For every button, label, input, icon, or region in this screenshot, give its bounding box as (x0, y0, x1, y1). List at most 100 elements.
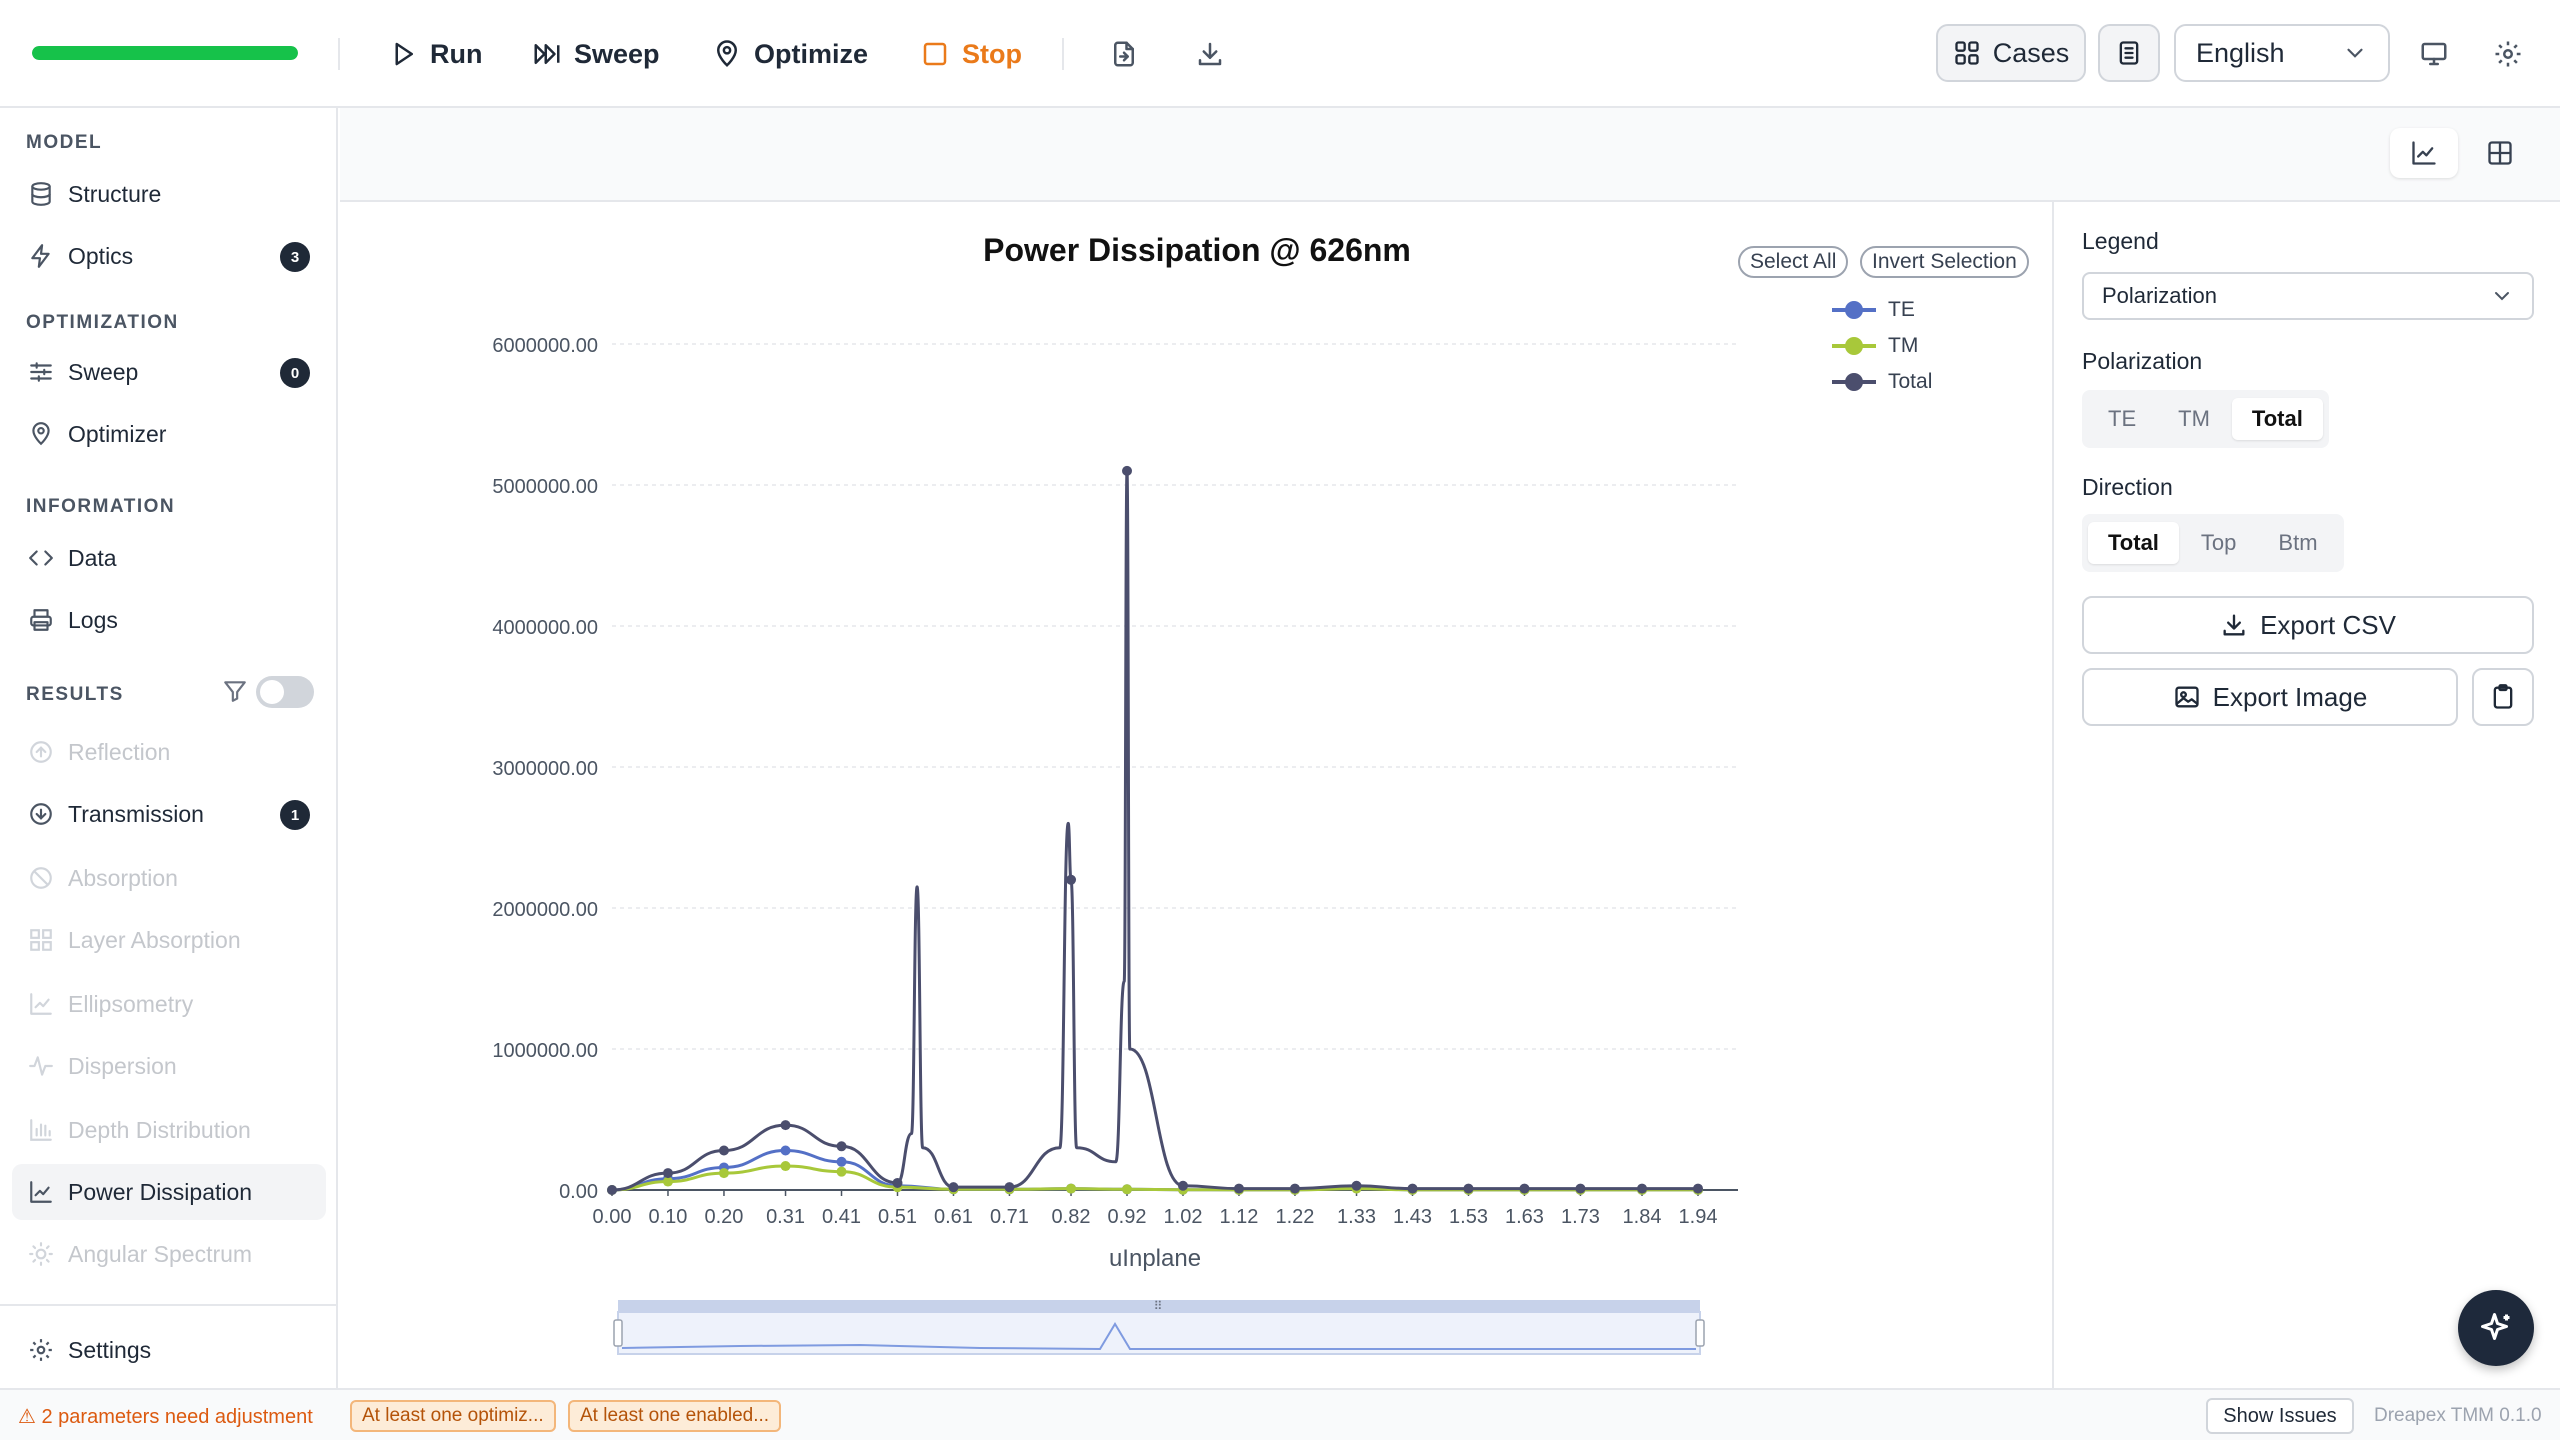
section-results: RESULTS (26, 684, 124, 705)
bar-chart-icon (30, 1119, 52, 1141)
app-version: Dreapex TMM 0.1.0 (2374, 1405, 2542, 1426)
issue-chip[interactable]: At least one enabled... (568, 1400, 782, 1432)
export-csv-button[interactable]: Export CSV (2082, 596, 2534, 654)
y-tick-label: 0.00 (559, 1181, 598, 1203)
x-tick-label: 1.33 (1337, 1206, 1376, 1228)
sidebar-item-absorption[interactable]: Absorption (12, 850, 326, 906)
show-issues-button[interactable]: Show Issues (2206, 1398, 2354, 1434)
sidebar-item-label: Transmission (68, 800, 204, 827)
legend-swatch (1832, 372, 1876, 392)
sidebar-item-angular-spectrum[interactable]: Angular Spectrum (12, 1226, 326, 1282)
sidebar-item-optics[interactable]: Optics 3 (12, 228, 326, 284)
copy-to-clipboard-button[interactable] (2472, 668, 2534, 726)
chevron-down-icon (2347, 48, 2363, 58)
data-point-total (1637, 1183, 1648, 1194)
polarization-option-tm[interactable]: TM (2178, 406, 2210, 431)
sidebar-item-label: Structure (68, 180, 162, 207)
assistant-button[interactable] (2458, 1290, 2534, 1366)
invert-selection-button[interactable]: Invert Selection (1860, 246, 2029, 278)
legend-select-value: Polarization (2102, 283, 2217, 308)
cases-button[interactable]: Cases (1936, 24, 2086, 82)
sidebar-item-transmission[interactable]: Transmission 1 (12, 786, 326, 842)
table-view-toggle[interactable] (2466, 128, 2534, 178)
direction-option-btm[interactable]: Btm (2278, 530, 2318, 555)
filter-icon[interactable] (222, 678, 248, 704)
sidebar-item-reflection[interactable]: Reflection (12, 724, 326, 780)
polarization-option-te[interactable]: TE (2108, 406, 2137, 431)
x-tick-label: 0.51 (878, 1206, 917, 1228)
sidebar-item-settings[interactable]: Settings (12, 1322, 326, 1378)
issue-chip[interactable]: At least one optimiz... (350, 1400, 556, 1432)
chart-view-toggle[interactable] (2390, 128, 2458, 178)
export-image-label: Export Image (2212, 681, 2368, 712)
legend-item-total[interactable]: Total (1832, 368, 1932, 396)
legend-select[interactable]: Polarization (2082, 272, 2534, 320)
legend-label: Total (1888, 370, 1933, 393)
sidebar-item-structure[interactable]: Structure (12, 166, 326, 222)
sidebar-item-power-dissipation[interactable]: Power Dissipation (12, 1164, 326, 1220)
x-tick-label: 1.02 (1164, 1206, 1203, 1228)
run-button[interactable]: Run (388, 30, 482, 78)
x-tick-label: 0.31 (766, 1206, 805, 1228)
results-filter-toggle[interactable] (256, 676, 314, 708)
progress-bar (32, 46, 298, 60)
legend-swatch (1832, 336, 1876, 356)
sidebar-item-dispersion[interactable]: Dispersion (12, 1038, 326, 1094)
settings-button[interactable] (2488, 34, 2528, 74)
y-tick-label: 3000000.00 (492, 758, 598, 780)
x-axis-label: uInplane (1109, 1245, 1201, 1272)
database-icon (31, 182, 51, 206)
import-button[interactable] (1104, 34, 1144, 74)
sidebar-item-logs[interactable]: Logs (12, 592, 326, 648)
sweep-button[interactable]: Sweep (532, 30, 660, 78)
sidebar-item-label: Layer Absorption (68, 926, 241, 953)
y-tick-label: 6000000.00 (492, 335, 598, 357)
sidebar-item-depth-distribution[interactable]: Depth Distribution (12, 1102, 326, 1158)
data-point-total (1351, 1180, 1362, 1191)
optimize-button[interactable]: Optimize (712, 30, 868, 78)
layout-grid-icon (30, 929, 52, 951)
x-tick-label: 1.22 (1275, 1206, 1314, 1228)
legend-item-tm[interactable]: TM (1832, 332, 1918, 360)
language-select[interactable]: English (2174, 24, 2390, 82)
download-button[interactable] (1190, 34, 1230, 74)
sidebar-item-data[interactable]: Data (12, 530, 326, 586)
notes-button[interactable] (2098, 24, 2160, 82)
sidebar-item-sweep[interactable]: Sweep 0 (12, 344, 326, 400)
x-tick-label: 0.41 (822, 1206, 861, 1228)
zoom-slider-bar (618, 1300, 1700, 1312)
select-all-button[interactable]: Select All (1738, 246, 1849, 278)
export-image-button[interactable]: Export Image (2082, 668, 2458, 726)
section-optimization: OPTIMIZATION (26, 312, 179, 333)
parameter-warning[interactable]: ⚠ 2 parameters need adjustment (18, 1406, 313, 1428)
direction-option-total[interactable]: Total (2088, 522, 2179, 564)
sidebar-item-layer-absorption[interactable]: Layer Absorption (12, 912, 326, 968)
x-tick-label: 1.53 (1449, 1206, 1488, 1228)
sidebar-item-label: Settings (68, 1336, 152, 1363)
data-point-tm (718, 1168, 729, 1179)
data-point-total (1233, 1183, 1244, 1194)
data-point-te (836, 1156, 847, 1167)
power-dissipation-chart[interactable]: 0.00 1000000.00 2000000.00 3000000.00 400000… (340, 202, 2054, 1388)
skip-forward-icon (534, 44, 560, 64)
x-tick-label: 0.71 (990, 1206, 1029, 1228)
sidebar-item-optimizer[interactable]: Optimizer (12, 406, 326, 462)
table-icon (2488, 141, 2512, 165)
cases-label: Cases (1992, 37, 2070, 68)
data-point-total (1463, 1183, 1474, 1194)
display-button[interactable] (2414, 34, 2454, 74)
sidebar-item-label: Data (68, 544, 117, 571)
polarization-option-total[interactable]: Total (2231, 398, 2323, 440)
legend-item-te[interactable]: TE (1832, 296, 1915, 324)
polarization-label: Polarization (2082, 348, 2203, 374)
direction-option-top[interactable]: Top (2200, 530, 2237, 555)
count-badge: 1 (280, 800, 310, 830)
toolbar-divider (338, 38, 340, 70)
legend-label: TE (1888, 298, 1915, 321)
stop-square-icon (923, 42, 947, 66)
direction-label: Direction (2082, 474, 2173, 500)
printer-icon (30, 609, 52, 631)
stop-button[interactable]: Stop (920, 30, 1022, 78)
toolbar-divider (1062, 38, 1064, 70)
sidebar-item-ellipsometry[interactable]: Ellipsometry (12, 976, 326, 1032)
